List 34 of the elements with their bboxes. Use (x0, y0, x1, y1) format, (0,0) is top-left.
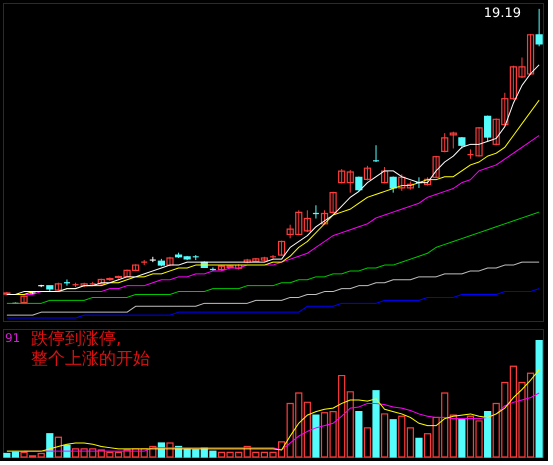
candlestick (278, 240, 286, 256)
candlestick (458, 136, 466, 149)
candlestick (432, 155, 440, 179)
candlestick (441, 132, 448, 153)
annotation: 91 (5, 331, 20, 345)
bar (381, 413, 388, 458)
candlestick (329, 191, 337, 214)
candlestick (466, 148, 474, 160)
bar (312, 414, 320, 458)
bar (484, 411, 492, 458)
bar (458, 419, 466, 458)
candlestick (364, 165, 372, 182)
bar (166, 442, 174, 458)
candlestick (475, 126, 483, 158)
annotation: 19.19 (484, 6, 521, 21)
bar (355, 411, 362, 458)
candlestick (166, 256, 174, 267)
candlestick (312, 204, 320, 220)
candlestick (320, 210, 328, 226)
bar (390, 419, 397, 458)
bar (364, 427, 372, 458)
candlestick (372, 144, 380, 162)
candlestick (390, 176, 397, 194)
candlestick (484, 114, 492, 142)
bar (536, 340, 543, 458)
bar (372, 390, 380, 458)
candlestick (381, 166, 388, 184)
bar (46, 433, 54, 458)
bar (415, 438, 423, 458)
candlestick (355, 176, 362, 192)
candlestick (536, 8, 543, 47)
candlestick (450, 131, 457, 149)
bar (54, 436, 62, 458)
annotation: 跌停到涨停, 整个上涨的开始 (31, 329, 150, 369)
